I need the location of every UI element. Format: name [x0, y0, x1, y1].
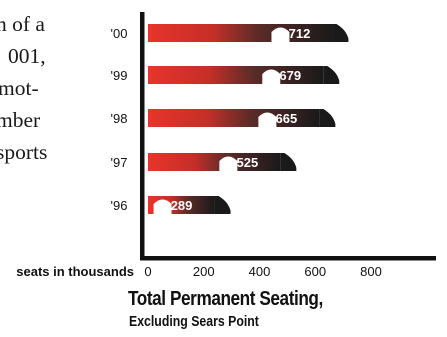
bar-value-label: 289: [171, 198, 193, 213]
bar-arch-cutout: [153, 199, 172, 214]
bar-arch-cutout: [258, 112, 277, 127]
x-axis-line: [140, 256, 436, 261]
x-tick-label: 400: [249, 264, 271, 279]
x-axis-label: seats in thousands: [16, 264, 134, 279]
chart-title: Total Permanent Seating,: [128, 288, 323, 310]
bar-1: 679: [148, 66, 340, 84]
body-text-line: mber: [0, 108, 41, 132]
x-tick-label: 0: [144, 264, 151, 279]
bar-arch-cutout: [271, 27, 290, 42]
category-label: '97: [111, 155, 128, 170]
x-tick-label: 600: [304, 264, 326, 279]
bars-group: 712 679 665 525 289: [148, 24, 349, 214]
chart-subtitle: Excluding Sears Point: [129, 313, 259, 330]
bar-arch-cutout: [219, 156, 238, 171]
bar-cap: [323, 66, 340, 84]
x-tick-label: 800: [360, 264, 382, 279]
bar-arch-cutout: [262, 69, 281, 84]
x-tick-labels-group: 0 200 400 600 800: [144, 264, 381, 279]
bar-2: 665: [148, 109, 336, 127]
body-text-line: n of a: [0, 12, 45, 36]
body-text-line: mot-: [0, 76, 39, 100]
category-label: '96: [111, 198, 128, 213]
bar-value-label: 679: [279, 68, 301, 83]
body-text-line: 001,: [8, 44, 46, 68]
category-label: '98: [111, 111, 128, 126]
seating-bar-chart: 712 679 665 525 289 '00 '99 '98 '97 '96 0 200 400 6…: [16, 12, 436, 279]
bar-cap: [280, 153, 297, 171]
bar-cap: [332, 24, 349, 42]
bar-rect: [148, 109, 320, 127]
x-tick-label: 200: [193, 264, 215, 279]
y-axis-line: [140, 12, 145, 260]
bar-value-label: 525: [236, 155, 258, 170]
body-text-fragment: n of a 001, mot- mber sports: [0, 8, 47, 168]
bar-4: 289: [148, 196, 231, 214]
bar-rect: [148, 153, 281, 171]
bar-0: 712: [148, 24, 349, 42]
category-labels-group: '00 '99 '98 '97 '96: [111, 26, 128, 213]
body-text-line: sports: [0, 140, 48, 164]
category-label: '00: [111, 26, 128, 41]
bar-cap: [319, 109, 336, 127]
bar-value-label: 712: [289, 26, 311, 41]
category-label: '99: [111, 68, 128, 83]
bar-cap: [214, 196, 231, 214]
bar-value-label: 665: [276, 111, 298, 126]
bar-3: 525: [148, 153, 297, 171]
